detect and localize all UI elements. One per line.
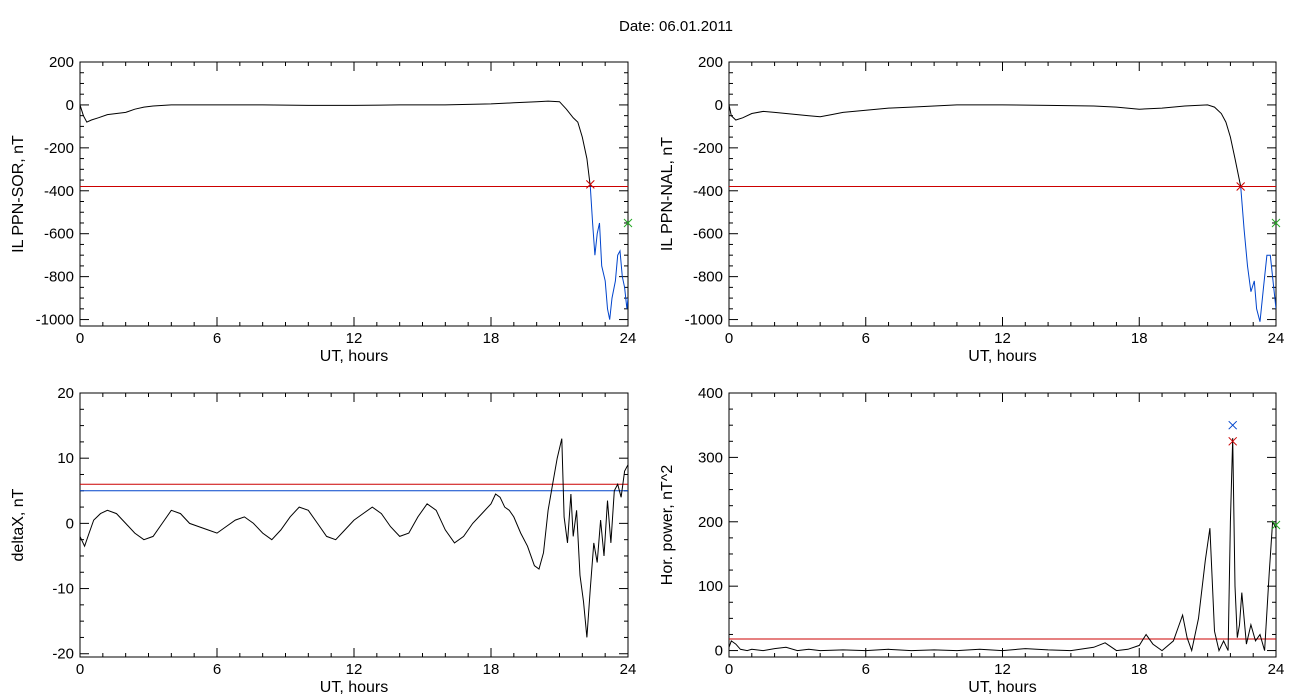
data-series-line: [80, 100, 591, 187]
y-tick-label: -10: [52, 581, 74, 598]
y-tick-label: -1000: [36, 312, 74, 329]
y-tick-label: -400: [44, 183, 74, 200]
x-tick-label: 0: [725, 330, 733, 347]
x-marker: [1236, 182, 1246, 191]
y-tick-label: 0: [715, 97, 723, 114]
y-tick-label: -200: [44, 140, 74, 157]
plot-frame: [728, 61, 1277, 327]
x-marker: [585, 179, 595, 189]
y-axis-label: IL PPN-SOR, nT: [10, 135, 27, 253]
x-tick-label: 6: [213, 661, 221, 678]
y-tick-label: -200: [693, 140, 723, 157]
panel-3: 0 6 12 18 24 -20 -10 0 10 20 UT, hours deltaX, nT: [10, 385, 636, 696]
y-tick-label: -20: [52, 646, 74, 663]
x-marker: [1228, 436, 1238, 446]
x-axis-label: UT, hours: [968, 679, 1036, 696]
x-tick-label: 24: [1268, 330, 1285, 347]
y-tick-label: 0: [66, 97, 74, 114]
y-tick-label: 0: [715, 643, 723, 660]
y-tick-label: -600: [44, 226, 74, 243]
x-tick-label: 12: [346, 330, 363, 347]
x-marker-stroke: [623, 218, 633, 228]
x-tick-label: 24: [620, 330, 637, 347]
x-marker-stroke: [1271, 520, 1281, 530]
x-marker-stroke: [585, 179, 595, 189]
x-axis-label: UT, hours: [320, 348, 388, 365]
y-tick-label: 200: [49, 54, 74, 71]
panel-1: 0 6 12 18 24 -1000 -800 -600 -400 -200 0 200 UT, hou…: [10, 54, 636, 365]
y-tick-label: 300: [698, 449, 723, 466]
x-tick-label: 0: [725, 661, 733, 678]
y-tick-label: 0: [66, 515, 74, 532]
x-tick-label: 0: [76, 661, 84, 678]
data-series-line: [80, 438, 628, 638]
y-tick-label: 20: [57, 385, 74, 402]
x-marker-stroke: [1236, 182, 1246, 191]
figure-title: Date: 06.01.2011: [619, 18, 733, 35]
x-tick-label: 6: [213, 330, 221, 347]
x-marker: [1271, 520, 1281, 530]
x-tick-label: 18: [483, 330, 500, 347]
x-axis-label: UT, hours: [968, 348, 1036, 365]
panel-2: 0 6 12 18 24 -1000 -800 -600 -400 -200 0 200 UT, hou…: [659, 54, 1284, 365]
x-marker: [1228, 420, 1238, 430]
panel-4: 0 6 12 18 24 0 100 200 300 400 UT, hours Hor. power…: [659, 385, 1284, 696]
x-tick-label: 24: [620, 661, 637, 678]
data-series-line: [1240, 186, 1276, 322]
x-marker: [623, 218, 633, 228]
x-tick-label: 6: [862, 661, 870, 678]
data-series-line: [589, 186, 628, 320]
plot-frame: [79, 392, 629, 658]
data-series-line: [729, 104, 1242, 187]
y-axis-label: deltaX, nT: [10, 488, 27, 561]
x-tick-label: 6: [862, 330, 870, 347]
x-tick-label: 12: [994, 661, 1011, 678]
x-tick-label: 18: [1131, 330, 1148, 347]
y-tick-label: -400: [693, 183, 723, 200]
x-marker-stroke: [1228, 436, 1238, 446]
x-tick-label: 18: [1131, 661, 1148, 678]
x-tick-label: 24: [1268, 661, 1285, 678]
x-marker-stroke: [1228, 420, 1238, 430]
plot-frame: [728, 392, 1277, 658]
y-tick-label: 400: [698, 385, 723, 402]
y-axis-label: IL PPN-NAL, nT: [659, 137, 676, 251]
x-marker-stroke: [1271, 218, 1281, 228]
x-tick-label: 0: [76, 330, 84, 347]
x-marker: [1271, 218, 1281, 228]
y-tick-label: 100: [698, 578, 723, 595]
x-tick-label: 18: [483, 661, 500, 678]
y-tick-label: -800: [44, 269, 74, 286]
y-tick-label: 200: [698, 514, 723, 531]
data-series-line: [729, 438, 1276, 653]
y-axis-label: Hor. power, nT^2: [659, 465, 676, 586]
x-tick-label: 12: [994, 330, 1011, 347]
y-tick-label: 10: [57, 450, 74, 467]
y-tick-label: -800: [693, 269, 723, 286]
y-tick-label: 200: [698, 54, 723, 71]
x-axis-label: UT, hours: [320, 679, 388, 696]
y-tick-label: -1000: [685, 312, 723, 329]
x-tick-label: 12: [346, 661, 363, 678]
y-tick-label: -600: [693, 226, 723, 243]
